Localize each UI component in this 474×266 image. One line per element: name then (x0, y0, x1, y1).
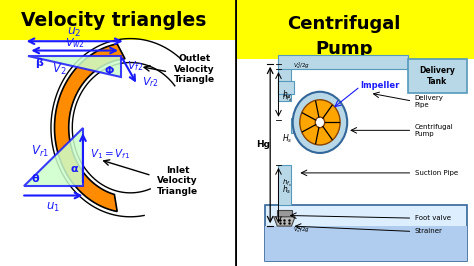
Text: Suction Pipe: Suction Pipe (415, 170, 458, 176)
Text: $V_{w2}$: $V_{w2}$ (64, 36, 85, 50)
Bar (0, 0, 237, 40)
Polygon shape (28, 56, 121, 77)
Text: β: β (36, 58, 44, 68)
Text: $V_s^2/2g$: $V_s^2/2g$ (292, 224, 310, 235)
Bar (291, 118, 293, 133)
Polygon shape (24, 128, 83, 186)
Text: Delivery
Pipe: Delivery Pipe (415, 95, 444, 107)
Text: $h_{f_d}$: $h_{f_d}$ (282, 93, 292, 104)
Text: Strainer: Strainer (415, 228, 443, 234)
Text: θ: θ (32, 174, 40, 184)
Bar (277, 210, 292, 217)
Text: Foot valve: Foot valve (415, 215, 451, 221)
Text: Centrifugal
Pump: Centrifugal Pump (415, 124, 454, 137)
Text: Impeller: Impeller (360, 81, 400, 90)
Text: $h_s$: $h_s$ (282, 184, 292, 196)
Text: Outlet
Velocity
Triangle: Outlet Velocity Triangle (174, 54, 215, 84)
Bar (408, 59, 420, 69)
Text: $h_d$: $h_d$ (282, 88, 292, 101)
Text: $V_{r1}$: $V_{r1}$ (31, 144, 49, 159)
Text: $h_{f_s}$: $h_{f_s}$ (282, 178, 292, 189)
Polygon shape (55, 44, 125, 211)
Polygon shape (274, 217, 295, 226)
Text: $u_2$: $u_2$ (67, 26, 82, 39)
Circle shape (293, 92, 347, 153)
Bar (265, 226, 467, 261)
Bar (278, 165, 291, 205)
Bar (278, 59, 291, 101)
Text: Pump: Pump (315, 40, 373, 58)
Circle shape (315, 117, 325, 128)
Text: $V_2$: $V_2$ (52, 62, 66, 77)
Text: $H_s$: $H_s$ (282, 132, 292, 144)
Bar (278, 81, 294, 94)
Circle shape (300, 100, 340, 145)
Text: Φ: Φ (105, 66, 114, 76)
Text: Inlet
Velocity
Triangle: Inlet Velocity Triangle (157, 166, 198, 196)
Text: $V_{r2}$: $V_{r2}$ (142, 76, 159, 89)
Text: $V_d^2/2g$: $V_d^2/2g$ (292, 60, 310, 70)
Bar (237, 0, 474, 59)
Text: $V_1 = V_{f1}$: $V_1 = V_{f1}$ (90, 147, 130, 161)
Bar (408, 59, 467, 93)
Text: Delivery
Tank: Delivery Tank (419, 66, 455, 85)
Text: Velocity triangles: Velocity triangles (21, 11, 207, 30)
Bar (265, 205, 467, 261)
Text: $u_1$: $u_1$ (46, 201, 60, 214)
Text: Centrifugal: Centrifugal (287, 15, 401, 33)
Text: $V_{f2}$: $V_{f2}$ (127, 60, 143, 73)
Text: Hg: Hg (256, 140, 270, 149)
Text: α: α (71, 164, 79, 174)
Bar (278, 55, 408, 69)
